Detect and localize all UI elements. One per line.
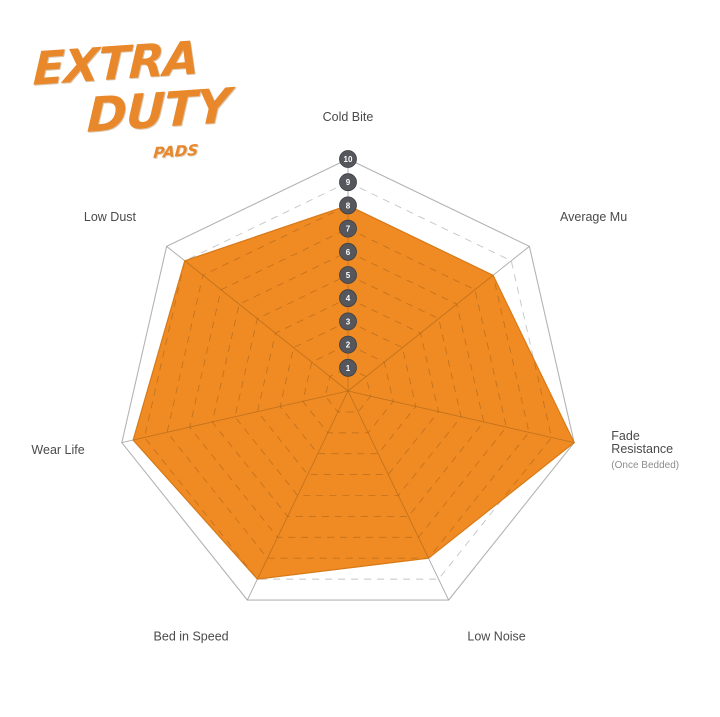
tick-marker-10: [339, 150, 357, 168]
tick-marker-9: [339, 173, 357, 192]
axis-sublabel-2: (Once Bedded): [611, 460, 679, 471]
tick-marker-4: [339, 289, 357, 308]
grid-ring-overlay-4: [257, 297, 439, 476]
axis-label-1: Average Mu: [560, 210, 627, 224]
axis-label-5: Wear Life: [31, 443, 84, 457]
grid-ring-overlay-2: [302, 344, 394, 434]
tick-label-3: 3: [346, 317, 351, 326]
tick-marker-2: [339, 335, 357, 354]
grid-ring-overlay-7: [189, 228, 507, 538]
tick-label-10: 10: [344, 155, 353, 164]
axis-label-2: Fade Resistance: [611, 429, 673, 456]
tick-marker-1: [339, 358, 357, 377]
axis-spoke-overlay-6: [166, 246, 349, 392]
radar-axis-labels: Cold Bite Average Mu Fade Resistance (Once B…: [31, 110, 679, 644]
grid-ring-overlay-5: [234, 274, 462, 496]
axis-label-6: Low Dust: [84, 210, 137, 224]
tick-marker-8: [339, 196, 357, 215]
axis-spoke-overlay-5: [133, 390, 349, 444]
tick-label-1: 1: [346, 364, 351, 373]
axis-label-4: Bed in Speed: [154, 630, 229, 644]
tick-label-2: 2: [346, 341, 351, 350]
grid-ring-overlay-8: [166, 205, 530, 559]
tick-marker-6: [339, 242, 357, 261]
grid-ring-overlay-3: [279, 320, 417, 455]
tick-marker-5: [339, 266, 357, 284]
tick-label-4: 4: [346, 294, 351, 303]
radar-tick-markers: 1 2 3 4 5 6 7 8 9 10: [339, 150, 357, 377]
axis-label-3: Low Noise: [467, 630, 525, 644]
axis-spoke-overlay-4: [246, 390, 349, 580]
series-outline-extra-duty: [132, 204, 575, 580]
tick-marker-7: [339, 219, 357, 238]
grid-ring-overlay-6: [211, 251, 485, 517]
tick-label-6: 6: [346, 248, 351, 257]
tick-marker-3: [339, 312, 357, 331]
grid-ring-overlay-1: [324, 367, 372, 413]
tick-label-9: 9: [346, 178, 351, 187]
axis-spoke-overlay-2: [347, 390, 575, 444]
tick-label-7: 7: [346, 225, 351, 234]
tick-label-5: 5: [346, 271, 351, 280]
tick-label-8: 8: [346, 201, 351, 210]
axis-label-0: Cold Bite: [323, 110, 374, 124]
grid-ring-10: [121, 158, 575, 601]
